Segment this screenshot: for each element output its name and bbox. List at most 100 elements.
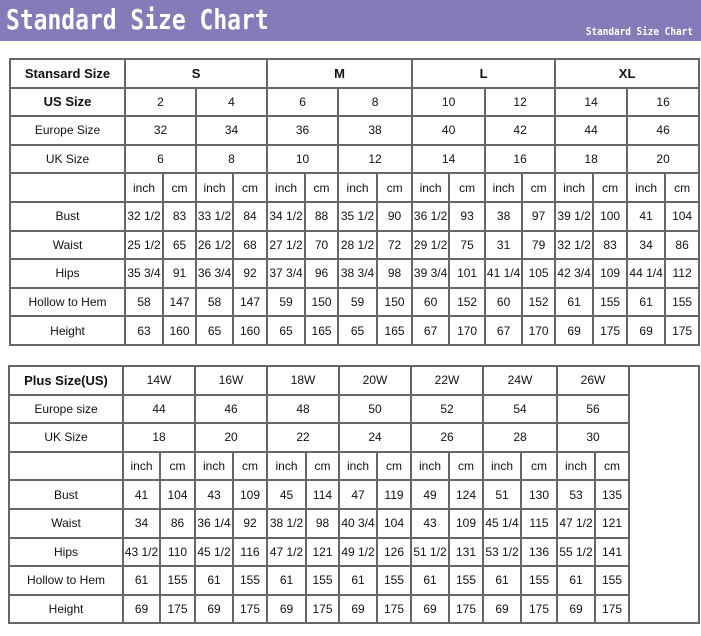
unit-cell: cm	[304, 172, 340, 203]
size-cell: 14W	[122, 365, 196, 396]
size-cell: 44	[122, 393, 196, 425]
unit-cell: inch	[410, 450, 450, 482]
banner-subtitle: Standard Size Chart	[586, 25, 693, 38]
unit-cell: cm	[521, 172, 557, 203]
value-cell: 65	[162, 229, 197, 261]
value-cell: 58	[124, 286, 164, 318]
size-cell: 30	[556, 422, 630, 453]
value-cell: 69	[266, 593, 307, 625]
value-cell: 152	[448, 286, 487, 318]
unit-cell: cm	[592, 172, 629, 203]
unit-cell: inch	[195, 172, 234, 203]
value-cell: 60	[411, 286, 451, 318]
value-cell: 40 3/4	[338, 507, 378, 539]
unit-cell: inch	[484, 172, 524, 203]
value-cell: 121	[305, 536, 340, 568]
value-cell: 25 1/2	[124, 229, 164, 261]
value-cell: 35 1/2	[337, 200, 379, 232]
value-cell: 43	[194, 479, 234, 510]
value-cell: 51	[482, 479, 522, 510]
value-cell: 60	[484, 286, 524, 318]
size-cell: 20	[194, 422, 268, 453]
unit-cell: inch	[411, 172, 451, 203]
us-size-row: US Size 2 4 6 8 10 12 14 16	[9, 86, 701, 118]
title-banner: Standard Size Chart Standard Size Chart	[0, 0, 701, 41]
value-cell: 155	[594, 565, 630, 596]
value-cell: 67	[484, 315, 524, 346]
value-cell: 109	[448, 507, 484, 539]
europe-size-row: Europe size 44 46 48 50 52 54 56	[8, 393, 699, 425]
value-cell: 175	[594, 593, 630, 625]
size-cell: 26	[410, 422, 484, 453]
unit-cell: inch	[338, 450, 378, 482]
row-label: Stansard Size	[9, 58, 126, 89]
unit-cell: cm	[664, 172, 701, 203]
value-cell: 150	[304, 286, 340, 318]
value-cell: 155	[448, 565, 484, 596]
size-cell: 34	[194, 115, 269, 146]
value-cell: 109	[232, 479, 268, 510]
value-cell: 53	[556, 479, 596, 510]
value-cell: 39 3/4	[411, 258, 451, 289]
value-cell: 97	[521, 200, 557, 232]
value-cell: 32 1/2	[554, 229, 595, 261]
value-cell: 126	[376, 536, 412, 568]
row-label: Hips	[8, 536, 124, 568]
value-cell: 100	[592, 200, 629, 232]
value-cell: 175	[159, 593, 196, 625]
value-cell: 175	[520, 593, 558, 625]
value-cell: 84	[231, 200, 269, 232]
europe-size-row: Europe Size 32 34 36 38 40 42 44 46	[9, 115, 701, 146]
size-cell: 2	[124, 86, 197, 118]
value-cell: 39 1/2	[554, 200, 595, 232]
value-cell: 59	[337, 286, 379, 318]
measurement-row: Height 63 160 65 160 65 165 65 165 67 170 67 170 69 17…	[9, 315, 701, 346]
measurement-row: Hips 35 3/4 91 36 3/4 92 37 3/4 96 38 3/4 98 39 3…	[9, 258, 701, 289]
value-cell: 124	[448, 479, 484, 510]
value-cell: 44 1/4	[626, 258, 667, 289]
value-cell: 88	[304, 200, 340, 232]
row-label: Europe Size	[9, 115, 126, 146]
size-cell: 22W	[410, 365, 484, 396]
measurement-row: Height 69 175 69 175 69 175 69 175 69 175 69 175 69 17…	[8, 593, 699, 625]
size-group-m: M	[266, 58, 414, 89]
unit-cell: cm	[520, 450, 558, 482]
row-label: Europe size	[8, 393, 124, 425]
size-cell: 16W	[194, 365, 268, 396]
size-cell: 42	[484, 115, 557, 146]
value-cell: 33 1/2	[195, 200, 234, 232]
measurement-row: Waist 25 1/2 65 26 1/2 68 27 1/2 70 28 1/2 72 29 …	[9, 229, 701, 261]
value-cell: 69	[122, 593, 161, 625]
size-cell: 16	[626, 86, 701, 118]
value-cell: 41	[122, 479, 161, 510]
value-cell: 36 3/4	[195, 258, 234, 289]
unit-cell: cm	[162, 172, 197, 203]
value-cell: 61	[626, 286, 667, 318]
size-cell: 6	[124, 143, 197, 175]
value-cell: 98	[376, 258, 414, 289]
unit-cell: inch	[482, 450, 522, 482]
banner-title: Standard Size Chart	[6, 3, 269, 36]
unit-cell: cm	[305, 450, 340, 482]
unit-cell: cm	[159, 450, 196, 482]
value-cell: 131	[448, 536, 484, 568]
size-cell: 8	[194, 143, 269, 175]
value-cell: 147	[231, 286, 269, 318]
size-group-l: L	[411, 58, 557, 89]
value-cell: 28 1/2	[337, 229, 379, 261]
value-cell: 43	[410, 507, 450, 539]
unit-cell: inch	[556, 450, 596, 482]
value-cell: 147	[162, 286, 197, 318]
value-cell: 34	[122, 507, 161, 539]
size-cell: 14	[554, 86, 629, 118]
size-cell: 18	[554, 143, 629, 175]
value-cell: 61	[410, 565, 450, 596]
unit-cell: cm	[448, 172, 487, 203]
value-cell: 135	[594, 479, 630, 510]
value-cell: 51 1/2	[410, 536, 450, 568]
value-cell: 75	[448, 229, 487, 261]
value-cell: 165	[376, 315, 414, 346]
size-cell: 54	[482, 393, 558, 425]
size-cell: 10	[266, 143, 340, 175]
unit-cell: cm	[232, 450, 268, 482]
